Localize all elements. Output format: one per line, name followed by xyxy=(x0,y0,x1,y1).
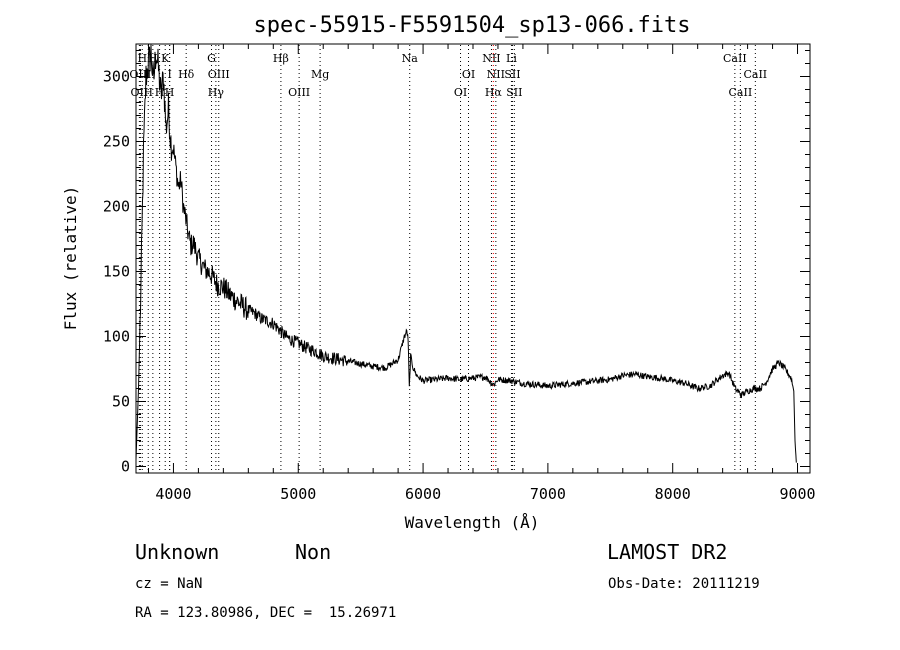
line-marker-label: OI xyxy=(462,68,475,81)
line-marker-label: Hδ xyxy=(178,68,195,81)
y-tick-label: 300 xyxy=(103,68,130,86)
chart-title: spec-55915-F5591504_sp13-066.fits xyxy=(253,13,690,38)
x-tick-label: 7000 xyxy=(530,485,566,503)
line-marker-label: Hα xyxy=(485,86,503,99)
y-tick-label: 250 xyxy=(103,133,130,151)
line-marker-label: SII xyxy=(504,68,520,81)
x-tick-label: 8000 xyxy=(655,485,691,503)
y-axis-label: Flux (relative) xyxy=(61,186,80,331)
spectral-subclass: Non xyxy=(295,540,332,564)
line-marker-label: I xyxy=(168,68,172,81)
y-tick-label: 100 xyxy=(103,328,130,346)
line-marker-label: Mg xyxy=(311,68,329,81)
line-marker-label: Na xyxy=(402,52,419,65)
y-tick-label: 200 xyxy=(103,198,130,216)
spectral-class: Unknown xyxy=(135,540,220,564)
line-marker-label: CaII xyxy=(723,52,747,65)
line-marker-label: NII xyxy=(487,68,505,81)
line-marker-label: OIII xyxy=(288,86,310,99)
line-marker-label: CaII xyxy=(743,68,767,81)
line-marker-label: H xyxy=(155,86,165,99)
line-marker-label: G xyxy=(207,52,216,65)
line-marker-label: Hγ xyxy=(208,86,225,99)
x-axis-label: Wavelength (Å) xyxy=(405,513,540,532)
line-marker-label: K xyxy=(161,52,170,65)
spectrum-series xyxy=(135,44,797,463)
sky-coordinates: RA = 123.80986, DEC = 15.26971 xyxy=(135,605,397,621)
x-tick-label: 9000 xyxy=(779,485,815,503)
survey-name: LAMOST DR2 xyxy=(607,540,728,564)
line-marker-label: CaII xyxy=(729,86,753,99)
x-tick-label: 6000 xyxy=(405,485,441,503)
line-marker-label: OI xyxy=(454,86,467,99)
x-tick-label: 5000 xyxy=(280,485,316,503)
x-tick-label: 4000 xyxy=(155,485,191,503)
line-marker-label: H xyxy=(148,52,158,65)
axis-ticks: 4000 5000 6000 7000 8000 9000 0 50 100 150 200 250 3… xyxy=(103,44,816,503)
y-tick-label: 150 xyxy=(103,263,130,281)
spectrum-line xyxy=(135,44,797,463)
line-marker-label: H xyxy=(137,52,147,65)
line-marker-label: OII xyxy=(131,86,149,99)
redshift-cz: cz = NaN xyxy=(135,576,203,592)
line-marker-label: H xyxy=(165,86,175,99)
line-marker-label: NII xyxy=(482,52,500,65)
line-marker-label: SII xyxy=(506,86,522,99)
observation-date: Obs-Date: 20111219 xyxy=(608,576,760,592)
line-marker-label: Hβ xyxy=(273,52,289,65)
line-marker-label: H xyxy=(143,86,153,99)
y-tick-label: 50 xyxy=(112,393,130,411)
line-marker-label: OIII xyxy=(208,68,230,81)
line-marker-label: Li xyxy=(506,52,517,65)
plot-frame xyxy=(135,43,811,474)
y-tick-label: 0 xyxy=(121,458,130,476)
